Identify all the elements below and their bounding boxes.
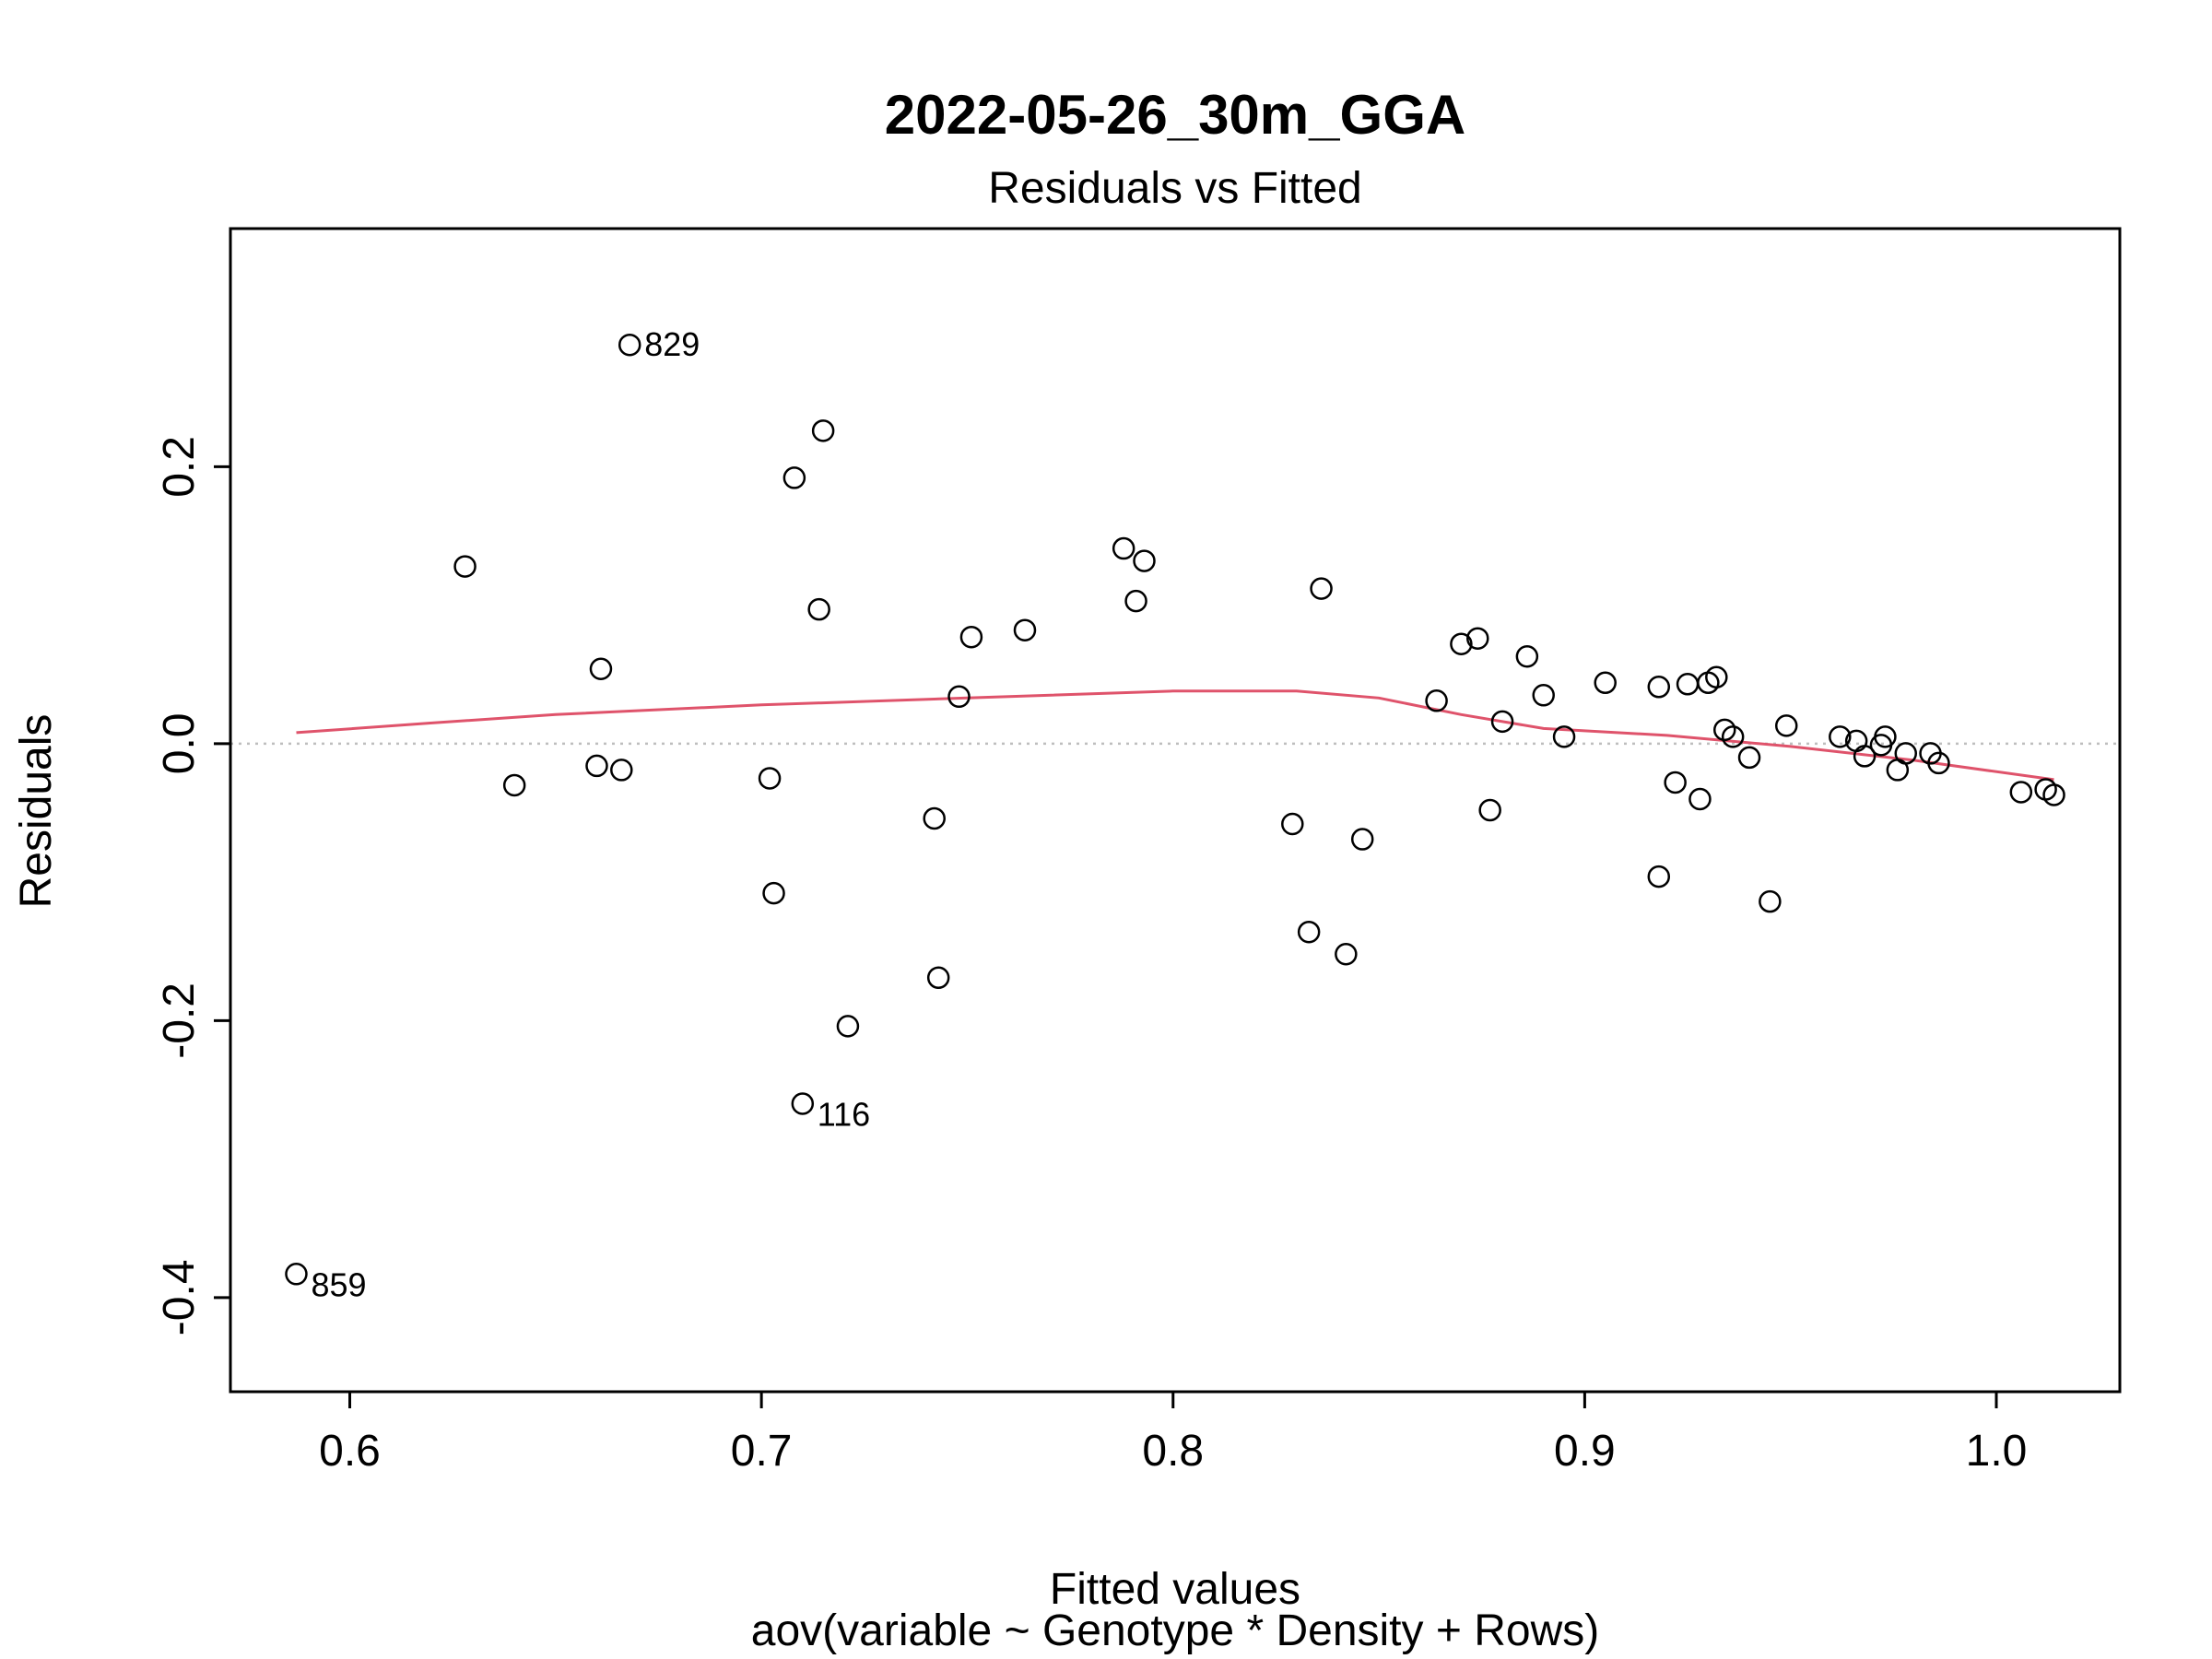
data-point: [1124, 589, 1147, 613]
data-point: [1112, 536, 1135, 560]
data-point: [1647, 865, 1671, 888]
data-point: [585, 754, 608, 778]
data-point: [762, 881, 785, 905]
data-point: [1425, 689, 1448, 712]
data-point: [1712, 718, 1736, 742]
y-tick-label: -0.2: [155, 982, 204, 1059]
data-point: [791, 1092, 815, 1115]
data-point: [453, 555, 477, 578]
data-point: [1552, 725, 1576, 748]
data-point: [959, 625, 983, 649]
data-point: [1894, 742, 1918, 765]
y-axis-label: Residuals: [12, 714, 61, 909]
data-point: [811, 419, 835, 442]
data-point: [1350, 828, 1374, 851]
data-point: [1594, 671, 1617, 695]
data-point: [1532, 684, 1555, 707]
data-point: [589, 657, 613, 681]
data-point: [1829, 725, 1852, 748]
data-point: [1281, 812, 1304, 836]
point-label: 829: [644, 325, 700, 363]
x-tick-label: 0.8: [1142, 1427, 1204, 1476]
data-point: [610, 759, 633, 782]
x-axis: 0.6 0.7 0.8 0.9 1.0: [319, 1390, 2028, 1476]
data-point: [2042, 783, 2065, 806]
point-labels-layer: 829 116 859: [311, 325, 870, 1303]
data-point: [1759, 889, 1782, 913]
data-point: [758, 767, 782, 790]
x-tick-label: 1.0: [1966, 1427, 2028, 1476]
y-axis: -0.4 -0.2 0.0 0.2: [155, 436, 232, 1335]
chart-caption: aov(variable ~ Genotype * Density + Rows…: [751, 1606, 1599, 1655]
x-axis-label: Fitted values: [1050, 1565, 1300, 1614]
y-tick-label: -0.4: [155, 1259, 204, 1335]
smooth-line: [296, 689, 2054, 782]
data-point: [923, 806, 946, 830]
data-point: [1874, 725, 1897, 748]
x-tick-label: 0.9: [1554, 1427, 1616, 1476]
data-point: [1676, 673, 1700, 696]
data-point: [1013, 618, 1037, 641]
y-tick-label: 0.2: [155, 436, 204, 498]
data-point: [1450, 632, 1473, 655]
x-tick-label: 0.6: [319, 1427, 381, 1476]
data-point: [1737, 746, 1761, 770]
data-point: [782, 466, 806, 489]
data-point: [618, 333, 641, 357]
chart-title: 2022-05-26_30m_GGA: [885, 84, 1465, 146]
data-point: [1647, 676, 1671, 699]
chart-subtitle: Residuals vs Fitted: [988, 164, 1362, 213]
data-point: [926, 966, 950, 990]
data-point: [1478, 798, 1501, 822]
data-point: [1688, 787, 1712, 811]
data-point: [2009, 781, 2033, 804]
data-point: [836, 1015, 860, 1038]
data-point: [1927, 751, 1950, 775]
data-point: [1310, 577, 1333, 600]
data-point: [1335, 942, 1358, 966]
y-tick-label: 0.0: [155, 713, 204, 775]
data-point: [502, 773, 526, 797]
data-point: [1721, 725, 1745, 748]
data-point: [947, 685, 971, 709]
data-point: [1466, 627, 1489, 650]
data-point: [1490, 710, 1514, 734]
data-point: [807, 597, 830, 621]
data-point: [1774, 714, 1798, 737]
data-point: [1853, 745, 1877, 768]
data-point: [1664, 771, 1687, 794]
points-layer: [285, 333, 2065, 1286]
smooth-line-layer: [296, 689, 2054, 782]
data-point: [285, 1263, 308, 1286]
data-point: [1705, 665, 1728, 689]
data-point: [1133, 549, 1156, 572]
data-point: [1515, 644, 1539, 668]
data-point: [1297, 920, 1321, 944]
point-label: 116: [818, 1096, 870, 1134]
point-label: 859: [311, 1265, 366, 1303]
plot-frame: [229, 227, 2122, 1394]
x-tick-label: 0.7: [731, 1427, 793, 1476]
